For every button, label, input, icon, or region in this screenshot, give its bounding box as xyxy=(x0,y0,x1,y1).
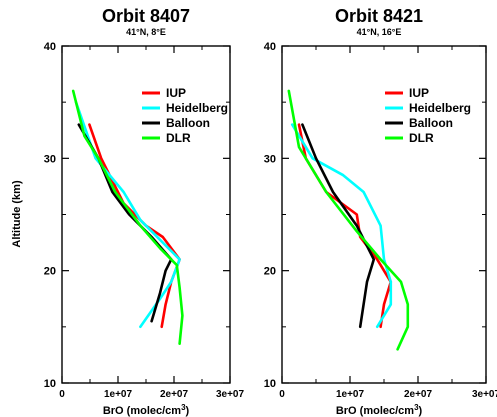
chart-title: Orbit 8407 xyxy=(102,6,190,26)
legend-label-balloon: Balloon xyxy=(409,116,453,130)
chart-subtitle: 41°N, 16°E xyxy=(357,27,402,37)
plot-frame xyxy=(281,45,487,384)
y-axis-label: Altitude (km) xyxy=(11,180,23,248)
x-axis-label: BrO (molec/cm3) xyxy=(103,403,190,417)
legend-label-balloon: Balloon xyxy=(166,116,210,130)
series-line-dlr xyxy=(287,89,410,351)
y-tick-label: 20 xyxy=(264,266,276,278)
y-tick-label: 40 xyxy=(264,41,276,53)
series-line-iup xyxy=(297,123,393,329)
legend-label-iup: IUP xyxy=(166,86,186,100)
x-tick-label: 0 xyxy=(59,389,65,400)
x-tick-label: 2e+07 xyxy=(404,389,433,400)
x-tick-label: 3e+07 xyxy=(472,389,497,400)
plot-frame xyxy=(61,45,231,384)
legend-label-dlr: DLR xyxy=(409,131,434,145)
x-tick-label: 1e+07 xyxy=(104,389,133,400)
chart-subtitle: 41°N, 8°E xyxy=(126,27,166,37)
x-axis-label: BrO (molec/cm3) xyxy=(336,403,423,417)
x-tick-label: 0 xyxy=(279,389,285,400)
legend-label-heidelberg: Heidelberg xyxy=(409,101,471,115)
series-line-heidelberg xyxy=(290,123,393,329)
series-line-dlr xyxy=(71,89,184,345)
legend-label-iup: IUP xyxy=(409,86,429,100)
y-tick-label: 40 xyxy=(44,41,56,53)
x-tick-label: 3e+07 xyxy=(216,389,245,400)
y-tick-label: 10 xyxy=(264,378,276,390)
series-line-balloon xyxy=(77,123,173,323)
y-tick-label: 30 xyxy=(44,153,56,165)
x-tick-label: 2e+07 xyxy=(160,389,189,400)
y-tick-label: 30 xyxy=(264,153,276,165)
y-tick-label: 10 xyxy=(44,378,56,390)
chart-title: Orbit 8421 xyxy=(335,6,423,26)
legend-label-heidelberg: Heidelberg xyxy=(166,101,228,115)
y-tick-label: 20 xyxy=(44,266,56,278)
series-line-iup xyxy=(88,123,181,329)
x-tick-label: 1e+07 xyxy=(336,389,365,400)
series-line-balloon xyxy=(301,123,376,329)
legend-label-dlr: DLR xyxy=(166,131,191,145)
